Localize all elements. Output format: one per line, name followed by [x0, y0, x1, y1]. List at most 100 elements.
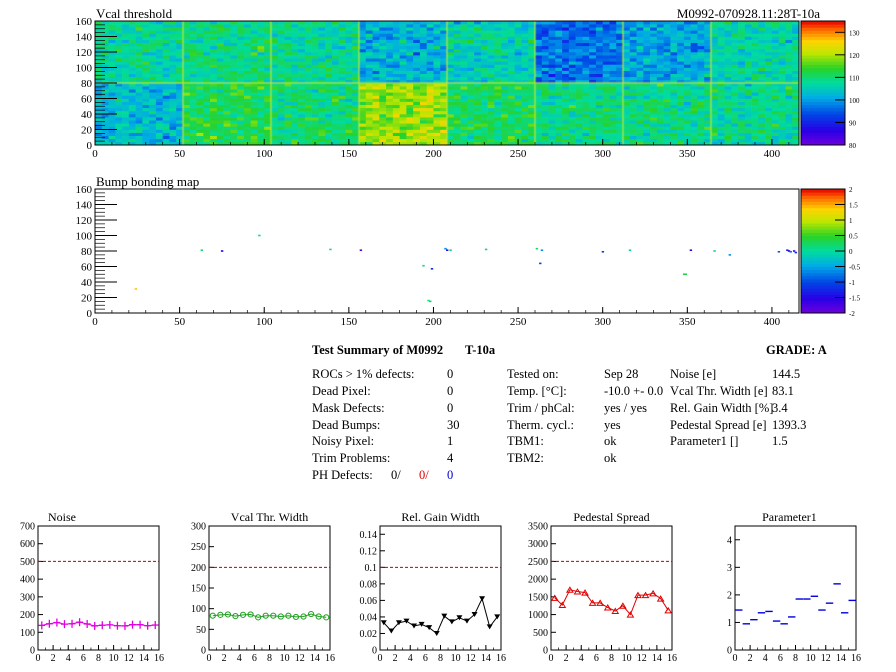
threshold-cell — [704, 126, 712, 130]
bump-map-palette-band — [801, 189, 845, 193]
threshold-cell — [453, 30, 461, 34]
threshold-cell — [406, 42, 414, 47]
threshold-cell — [372, 76, 380, 81]
threshold-cell — [778, 104, 786, 109]
threshold-cell — [426, 101, 434, 105]
threshold-cell — [155, 95, 163, 99]
threshold-cell — [311, 27, 319, 31]
threshold-cell — [325, 39, 333, 43]
threshold-cell — [392, 42, 400, 47]
threshold-cell — [507, 114, 515, 118]
roc-chart-title: Parameter1 — [762, 510, 817, 524]
roc-chart-point — [144, 621, 152, 630]
threshold-cell — [345, 104, 353, 109]
threshold-cell — [230, 110, 238, 115]
roc-chart-series-line — [41, 621, 156, 627]
threshold-cell — [589, 45, 597, 50]
threshold-cell — [277, 79, 285, 84]
threshold-cell — [243, 83, 251, 87]
threshold-cell — [426, 48, 434, 53]
threshold-cell — [372, 86, 380, 90]
threshold-cell — [223, 27, 231, 31]
threshold-cell — [359, 95, 367, 99]
threshold-cell — [507, 64, 515, 68]
threshold-cell — [623, 36, 631, 40]
threshold-cell — [792, 36, 800, 40]
threshold-cell — [582, 73, 590, 78]
threshold-cell — [379, 135, 387, 140]
threshold-cell — [318, 48, 326, 53]
threshold-cell — [359, 39, 367, 43]
threshold-cell — [724, 83, 732, 87]
threshold-cell — [738, 123, 746, 127]
roc-chart-ytick-label: 0.02 — [360, 629, 378, 640]
threshold-cell — [108, 95, 116, 99]
threshold-cell — [568, 45, 576, 50]
threshold-cell — [487, 86, 495, 90]
threshold-cell — [467, 48, 475, 53]
bump-map-palette-band — [801, 309, 845, 314]
threshold-cell — [345, 73, 353, 78]
threshold-cell — [474, 83, 482, 87]
threshold-cell — [663, 123, 671, 127]
threshold-cell — [304, 110, 312, 115]
threshold-cell — [609, 123, 617, 127]
threshold-cell — [731, 86, 739, 90]
threshold-cell — [216, 67, 224, 71]
threshold-cell — [643, 107, 651, 112]
threshold-cell — [717, 129, 725, 133]
threshold-cell — [101, 48, 109, 53]
threshold-cell — [744, 117, 752, 121]
threshold-cell — [738, 39, 746, 43]
threshold-cell — [135, 98, 143, 102]
threshold-cell — [677, 21, 685, 25]
threshold-cell — [243, 67, 251, 71]
threshold-cell — [663, 67, 671, 71]
threshold-cell — [521, 21, 529, 25]
threshold-cell — [629, 67, 637, 71]
threshold-cell — [717, 92, 725, 96]
threshold-cell — [291, 141, 299, 146]
threshold-cell — [738, 30, 746, 34]
threshold-cell — [650, 126, 658, 130]
bump-map-palette-band — [801, 285, 845, 289]
threshold-cell — [250, 104, 258, 109]
threshold-cell — [494, 30, 502, 34]
threshold-cell — [95, 61, 103, 65]
threshold-cell — [271, 92, 279, 96]
threshold-cell — [257, 64, 265, 68]
threshold-cell — [758, 98, 766, 102]
threshold-cell — [108, 24, 116, 28]
threshold-cell — [589, 42, 597, 47]
threshold-cell — [386, 110, 394, 115]
threshold-cell — [480, 70, 488, 74]
threshold-cell — [128, 126, 136, 130]
threshold-cell — [379, 129, 387, 133]
threshold-cell — [440, 55, 448, 59]
threshold-cell — [724, 52, 732, 56]
threshold-cell — [169, 95, 177, 99]
threshold-cell — [575, 61, 583, 65]
threshold-cell — [704, 27, 712, 31]
threshold-cell — [386, 61, 394, 65]
threshold-cell — [548, 67, 556, 71]
bump-map-ytick-label: 80 — [81, 246, 93, 258]
threshold-cell — [291, 110, 299, 115]
threshold-cell — [304, 83, 312, 87]
threshold-cell — [724, 24, 732, 28]
threshold-cell — [758, 79, 766, 84]
threshold-cell — [115, 110, 123, 115]
threshold-cell — [101, 83, 109, 87]
threshold-cell — [162, 36, 170, 40]
threshold-cell — [487, 101, 495, 105]
threshold-cell — [135, 138, 143, 143]
threshold-cell — [237, 64, 245, 68]
roc-chart-ytick-label: 3000 — [528, 539, 548, 550]
roc-chart-ytick-label: 2000 — [528, 575, 548, 586]
threshold-cell — [115, 86, 123, 90]
threshold-cell — [568, 135, 576, 140]
threshold-cell — [704, 138, 712, 143]
threshold-cell — [447, 79, 455, 84]
threshold-cell — [291, 24, 299, 28]
threshold-cell — [514, 64, 522, 68]
